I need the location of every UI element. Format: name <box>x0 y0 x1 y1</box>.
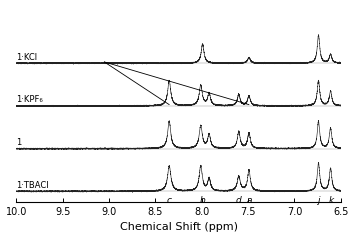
Text: b: b <box>200 196 205 205</box>
Text: c: c <box>167 196 172 205</box>
Text: 1·TBACl: 1·TBACl <box>16 181 49 190</box>
Text: 1·KCl: 1·KCl <box>16 53 38 61</box>
Text: k: k <box>329 196 334 205</box>
Text: d: d <box>236 196 242 205</box>
Text: 1: 1 <box>16 138 22 147</box>
Text: j: j <box>317 196 320 205</box>
Text: a: a <box>246 196 252 205</box>
Text: 1·KPF₆: 1·KPF₆ <box>16 95 43 104</box>
X-axis label: Chemical Shift (ppm): Chemical Shift (ppm) <box>120 223 238 233</box>
